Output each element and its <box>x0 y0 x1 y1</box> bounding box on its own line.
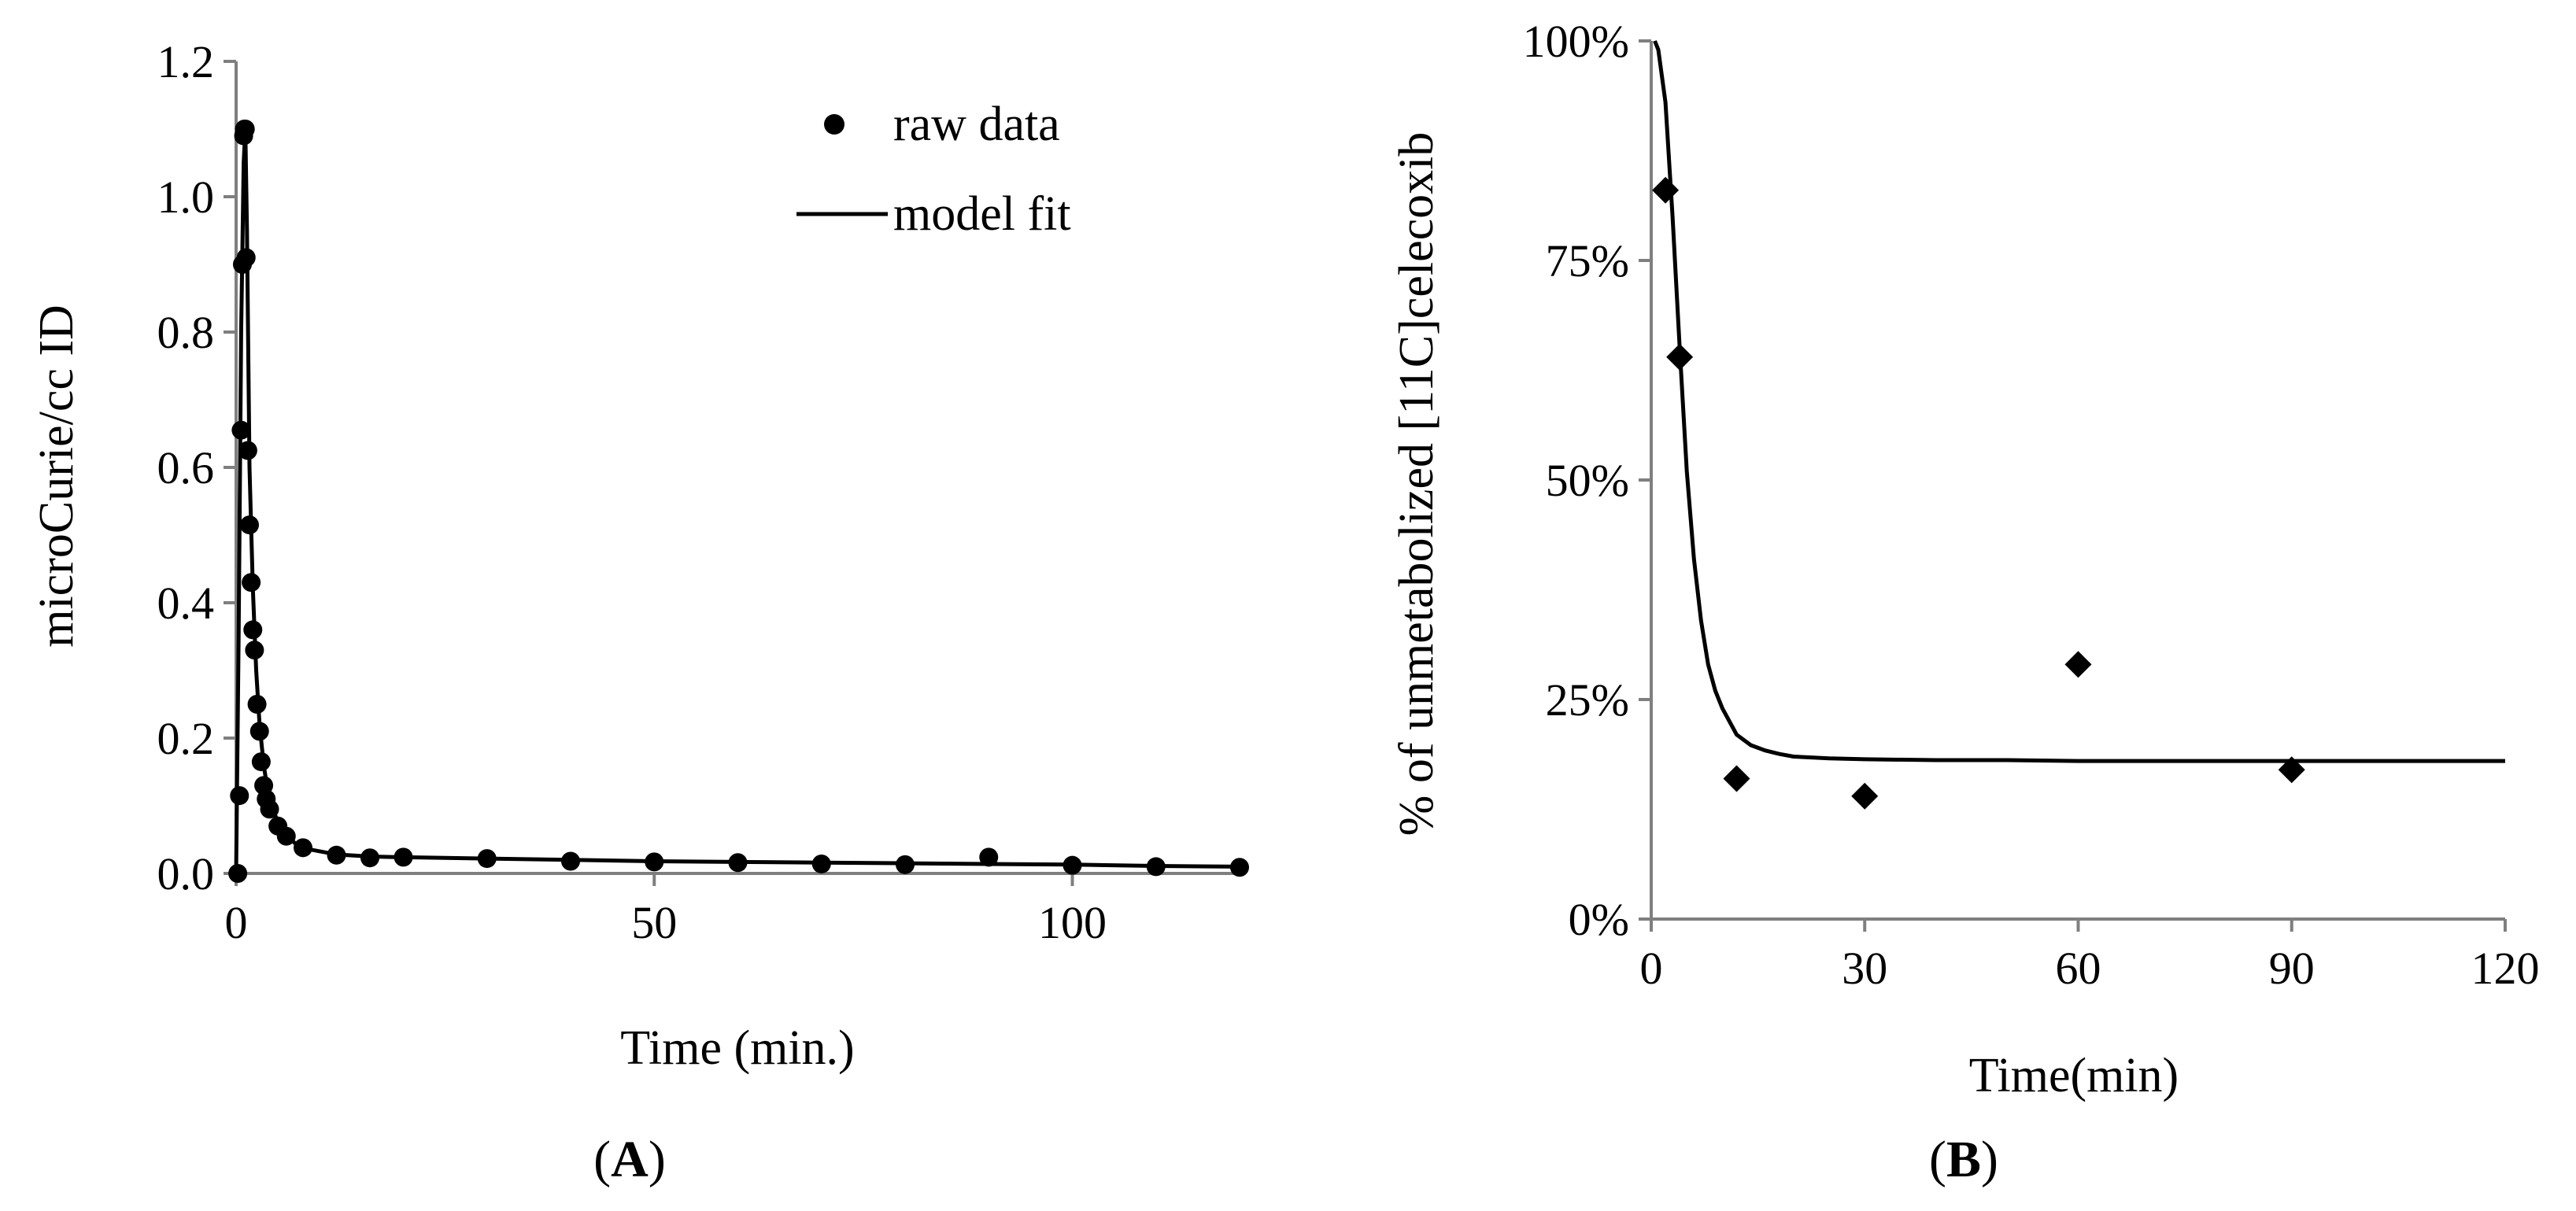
legend-raw-data-marker <box>824 114 844 135</box>
chart-b-x-tick-label: 60 <box>2056 943 2101 994</box>
chart-a-data-point <box>561 851 580 871</box>
chart-b-data-point <box>1851 782 1879 810</box>
chart-a-panel-label: (A) <box>593 1131 666 1188</box>
chart-a-data-point <box>236 248 256 268</box>
chart-a-axes <box>224 60 1240 886</box>
chart-b-xlabel: Time(min) <box>1969 1049 2179 1102</box>
chart-b-ylabel: % of unmetabolized [11C]celecoxib <box>1390 132 1443 836</box>
chart-a-data-point <box>245 641 264 660</box>
chart-a-y-tick-label: 0.6 <box>157 442 215 493</box>
chart-b-x-tick-label: 30 <box>1842 943 1887 994</box>
chart-b-x-tick-label: 0 <box>1640 943 1663 994</box>
chart-a-data-point <box>242 573 261 593</box>
chart-a-data-point <box>811 854 831 873</box>
chart-a-data-point <box>230 786 249 806</box>
chart-b-axes <box>1639 39 2507 932</box>
chart-a-data-point <box>896 855 915 874</box>
chart-a-y-tick-label: 0.8 <box>157 307 215 358</box>
chart-a-fit-layer <box>234 128 1240 874</box>
chart-a-data-point <box>360 848 379 868</box>
chart-a-data-point <box>231 420 251 440</box>
chart-a-data-point <box>243 620 263 640</box>
chart-a-tick-labels: 0.0 0.2 0.4 0.6 0.8 1.0 1.2 0 50 100 <box>157 36 1107 948</box>
chart-a-y-tick-label: 1.2 <box>157 36 215 87</box>
chart-a-y-tick-label: 0.0 <box>157 848 215 899</box>
chart-b-y-tick-label: 25% <box>1546 674 1629 725</box>
chart-b-y-tick-label: 100% <box>1523 16 1629 67</box>
chart-a-xlabel: Time (min.) <box>620 1021 854 1075</box>
chart-a-data-point <box>247 695 267 714</box>
chart-a-x-tick-label: 100 <box>1038 897 1107 948</box>
chart-a-data-point <box>1063 855 1082 875</box>
chart-b-points-layer <box>1652 176 2305 810</box>
chart-a-legend: raw data model fit <box>796 98 1071 241</box>
chart-a-data-point <box>294 838 312 858</box>
chart-b-panel-label: (B) <box>1929 1131 1998 1188</box>
chart-panel-b: 0% 25% 50% 75% 100% 0 30 60 90 120 Time(min) % of… <box>1390 16 2540 1188</box>
chart-b-x-tick-label: 120 <box>2471 943 2540 994</box>
legend-model-fit-label: model fit <box>893 187 1071 241</box>
chart-a-data-point <box>394 847 413 867</box>
chart-b-data-point <box>2278 756 2305 784</box>
chart-b-tick-labels: 0% 25% 50% 75% 100% 0 30 60 90 120 <box>1523 16 2540 994</box>
chart-b-y-tick-label: 50% <box>1546 455 1629 506</box>
chart-b-data-point <box>2064 651 2092 678</box>
chart-b-data-point <box>1652 176 1680 204</box>
chart-a-data-point <box>477 849 497 869</box>
chart-a-data-point <box>249 722 269 741</box>
chart-a-points-layer <box>228 120 1249 883</box>
chart-a-data-point <box>327 845 346 865</box>
chart-b-data-point <box>1666 343 1694 371</box>
chart-a-data-point <box>251 752 271 772</box>
chart-b-y-tick-label: 75% <box>1546 235 1629 286</box>
chart-a-data-point <box>235 120 255 138</box>
chart-b-fit-line <box>1653 40 2505 763</box>
chart-a-data-point <box>238 441 257 460</box>
chart-a-y-tick-label: 0.4 <box>157 578 215 629</box>
chart-a-fit-line <box>234 128 1240 874</box>
chart-a-data-point <box>1230 858 1249 877</box>
chart-a-y-tick-label: 1.0 <box>157 172 215 223</box>
chart-b-x-tick-label: 90 <box>2269 943 2315 994</box>
chart-a-y-tick-label: 0.2 <box>157 713 215 764</box>
chart-a-data-point <box>276 826 296 846</box>
chart-a-ylabel: microCurie/cc ID <box>30 305 83 648</box>
chart-b-fit-layer <box>1653 40 2505 763</box>
chart-a-data-point <box>1146 857 1166 877</box>
chart-a-x-tick-label: 50 <box>631 897 677 948</box>
chart-a-data-point <box>645 852 664 872</box>
chart-b-data-point <box>1723 765 1750 792</box>
chart-a-data-point <box>240 515 259 535</box>
chart-a-x-tick-label: 0 <box>225 897 248 948</box>
legend-raw-data-label: raw data <box>893 98 1060 151</box>
chart-a-data-point <box>979 847 999 867</box>
chart-a-data-point <box>728 853 748 873</box>
chart-panel-a: 0.00.20.40.60.81.01.20 50 100 Time (min.) … <box>30 36 1249 1188</box>
chart-a-data-point <box>260 799 279 819</box>
chart-b-y-tick-label: 0% <box>1569 894 1629 945</box>
chart-a-data-point <box>228 864 248 883</box>
